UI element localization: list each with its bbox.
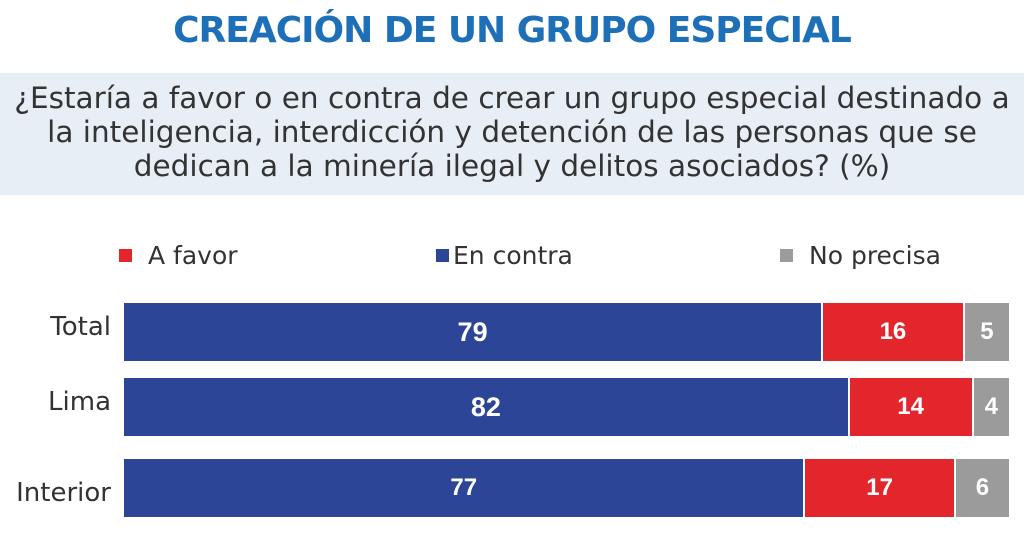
bar-segment-en-contra-interior: 77: [124, 459, 804, 517]
chart-title: CREACIÓN DE UN GRUPO ESPECIAL: [173, 10, 852, 51]
data-label-no-precisa-total: 5: [980, 318, 994, 345]
category-label-interior: Interior: [16, 478, 111, 508]
legend-en-contra: En contra: [436, 240, 573, 270]
bar-segment-en-contra-total: 79: [124, 303, 822, 361]
bar-segment-no-precisa-interior: 6: [955, 459, 1009, 517]
bar-segment-no-precisa-lima: 4: [973, 378, 1009, 436]
legend-swatch-no-precisa: [780, 248, 793, 262]
bar-segment-no-precisa-total: 5: [964, 303, 1009, 361]
bar-segment-a-favor-total: 16: [823, 303, 963, 361]
data-label-a-favor-total: 16: [879, 318, 907, 345]
data-label-no-precisa-interior: 6: [975, 474, 990, 501]
category-label-total: Total: [50, 312, 111, 342]
data-label-en-contra-lima: 82: [470, 391, 501, 422]
question-line: dedican a la minería ilegal y delitos as…: [133, 149, 891, 183]
data-label-en-contra-total: 79: [457, 316, 488, 347]
bar-segment-a-favor-lima: 14: [849, 378, 972, 436]
question-line: la inteligencia, interdicción y detenció…: [47, 115, 977, 149]
data-label-a-favor-interior: 17: [866, 474, 893, 501]
legend-label-en-contra: En contra: [453, 240, 573, 270]
bar-segment-a-favor-interior: 17: [805, 459, 954, 517]
legend-no-precisa: No precisa: [780, 240, 941, 270]
question-band: [0, 73, 1024, 195]
legend-swatch-en-contra: [436, 248, 449, 262]
legend-a-favor: A favor: [119, 240, 238, 270]
data-label-en-contra-interior: 77: [450, 474, 478, 501]
legend-swatch-a-favor: [119, 248, 132, 262]
category-label-lima: Lima: [48, 387, 111, 417]
legend-label-no-precisa: No precisa: [809, 240, 941, 270]
legend-label-a-favor: A favor: [148, 240, 238, 270]
data-label-no-precisa-lima: 4: [984, 393, 998, 420]
question-line: ¿Estaría a favor o en contra de crear un…: [14, 81, 1010, 115]
bar-segment-en-contra-lima: 82: [124, 378, 848, 436]
survey-question: ¿Estaría a favor o en contra de crear un…: [0, 81, 1024, 183]
data-label-a-favor-lima: 14: [897, 393, 924, 420]
